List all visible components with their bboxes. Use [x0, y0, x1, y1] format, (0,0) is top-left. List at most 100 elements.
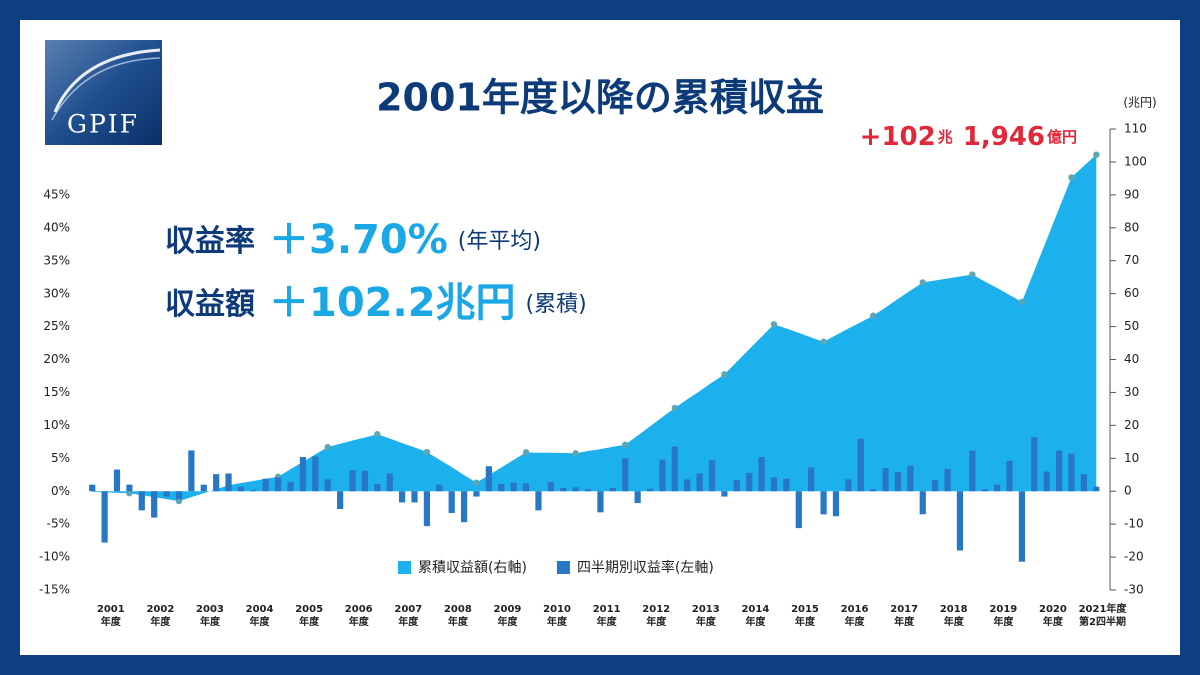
- y-tick-label: -15%: [39, 583, 70, 597]
- area: [92, 154, 1097, 502]
- bar: [907, 465, 914, 492]
- x-tick-label: 2003年度: [196, 604, 224, 628]
- bar: [1068, 453, 1075, 492]
- y-tick-label: 10%: [43, 418, 70, 432]
- y-tick-label: 20%: [43, 352, 70, 366]
- bar: [337, 491, 344, 510]
- y-tick-label: 30%: [43, 286, 70, 300]
- x-tick-label: 2017年度: [890, 604, 919, 628]
- bar: [746, 472, 753, 492]
- bar: [845, 479, 852, 492]
- x-tick-label: 2006年度: [344, 604, 373, 628]
- annotation-part: ＋102.2兆円: [269, 280, 516, 326]
- bar: [795, 491, 802, 529]
- bar: [126, 484, 133, 492]
- bar: [919, 491, 926, 515]
- bar: [560, 487, 567, 492]
- area-marker: [1018, 298, 1026, 306]
- annotation-part: 収益率: [165, 224, 255, 259]
- y2-tick-label: 20: [1124, 418, 1139, 432]
- y2-tick-label: 30: [1124, 385, 1139, 399]
- x-tick-label: 2021年度第2四半期: [1078, 604, 1127, 628]
- peak-label-part: 億円: [1047, 128, 1077, 146]
- bar: [436, 484, 443, 492]
- bar: [994, 484, 1001, 492]
- area-marker: [126, 489, 133, 497]
- y2-tick-label: 70: [1124, 253, 1139, 267]
- bar: [584, 489, 592, 492]
- bar: [758, 457, 765, 492]
- bar: [275, 477, 282, 492]
- area-marker: [671, 404, 679, 412]
- area-marker: [522, 449, 530, 456]
- legend-swatch: [398, 561, 411, 574]
- x-tick-label: 2007年度: [394, 604, 423, 628]
- bar: [733, 480, 740, 492]
- logo-arc: [51, 57, 161, 121]
- x-tick-label: 2012年度: [642, 604, 671, 628]
- y2-tick-label: 10: [1124, 451, 1139, 465]
- bar: [485, 466, 492, 492]
- bar: [237, 486, 245, 492]
- peak-label: +102 兆 1,946 億円: [860, 122, 1077, 152]
- bar: [473, 491, 480, 497]
- x-tick-label: 2016年度: [840, 604, 869, 628]
- x-tick-label: 2014年度: [741, 604, 770, 628]
- bar: [659, 459, 666, 492]
- area-marker: [473, 479, 480, 486]
- y-tick-label: 5%: [51, 451, 70, 465]
- bar: [944, 468, 951, 492]
- bar: [932, 480, 939, 492]
- area-marker: [572, 450, 579, 457]
- area-marker: [721, 371, 728, 378]
- y-tick-label: 40%: [43, 220, 70, 234]
- x-tick-label: 2019年度: [989, 604, 1018, 628]
- x-tick-label: 2013年度: [691, 604, 720, 628]
- bar: [783, 478, 790, 492]
- x-tick-label: 2018年度: [939, 604, 968, 628]
- logo-arc: [53, 48, 161, 113]
- bar: [770, 477, 778, 492]
- x-tick-label: 2005年度: [295, 604, 324, 628]
- bar: [981, 489, 988, 492]
- y-tick-label: -5%: [47, 517, 70, 531]
- y-tick-label: 25%: [43, 319, 70, 333]
- y2-tick-label: 110: [1124, 122, 1147, 136]
- bar: [956, 491, 964, 551]
- bar: [324, 479, 331, 492]
- bar: [609, 487, 616, 492]
- logo-text: GPIF: [67, 110, 139, 139]
- bar: [1093, 486, 1100, 492]
- bar: [225, 473, 232, 492]
- bar: [89, 484, 96, 492]
- bar: [870, 489, 877, 492]
- area-marker: [969, 271, 976, 278]
- y2-tick-label: 60: [1124, 286, 1139, 300]
- bar: [1080, 474, 1088, 492]
- y2-tick-label: 50: [1124, 319, 1139, 333]
- area-marker: [324, 443, 331, 451]
- y-tick-label: 15%: [43, 385, 70, 399]
- bar: [969, 450, 976, 492]
- bar: [287, 482, 294, 492]
- bar: [151, 491, 158, 518]
- y-tick-label: 45%: [43, 188, 70, 202]
- bar: [460, 491, 468, 523]
- y2-tick-label: 80: [1124, 220, 1139, 234]
- legend-swatch: [556, 561, 570, 574]
- x-tick-label: 2011年度: [592, 604, 621, 628]
- peak-label-part: +102: [860, 122, 936, 152]
- bar: [361, 470, 369, 492]
- y-tick-label: 35%: [43, 253, 70, 267]
- bar: [597, 491, 604, 513]
- y-tick-label: 0%: [51, 484, 70, 498]
- annotation-part: 収益額: [165, 287, 255, 322]
- bar: [213, 474, 220, 492]
- area-marker: [1068, 174, 1075, 181]
- x-tick-label: 2004年度: [245, 604, 274, 628]
- y2-tick-label: 90: [1124, 187, 1139, 201]
- bar: [808, 467, 815, 492]
- bar: [200, 484, 207, 492]
- bar: [1031, 437, 1038, 492]
